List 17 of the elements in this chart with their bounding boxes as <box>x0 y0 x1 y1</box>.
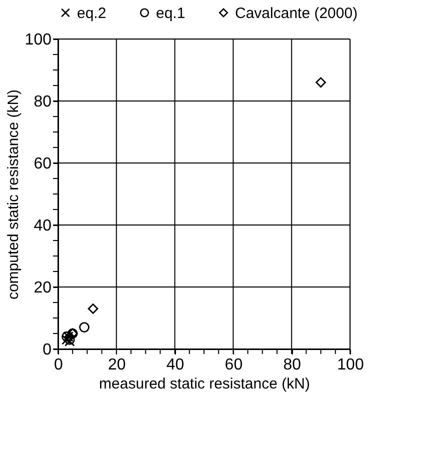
x-tick-label: 0 <box>54 356 64 374</box>
y-axis-title: computed static resistance (kN) <box>4 89 22 300</box>
x-tick-label: 40 <box>166 356 184 374</box>
legend-label: Cavalcante (2000) <box>235 4 358 22</box>
y-tick-label: 100 <box>24 32 52 48</box>
legend-label: eq.2 <box>77 4 106 22</box>
x-tick-label: 80 <box>283 356 302 374</box>
y-tick-label: 0 <box>42 342 52 358</box>
x-axis-title: measured static resistance (kN) <box>99 376 310 392</box>
y-tick-label: 40 <box>34 218 52 234</box>
y-tick-label: 80 <box>34 94 52 110</box>
y-tick-label: 60 <box>34 156 52 172</box>
x-tick-label: 100 <box>337 356 364 374</box>
y-tick-label: 20 <box>34 280 52 296</box>
x-tick-label: 20 <box>108 356 126 374</box>
x-tick-label: 60 <box>224 356 243 374</box>
legend-label: eq.1 <box>156 4 186 22</box>
